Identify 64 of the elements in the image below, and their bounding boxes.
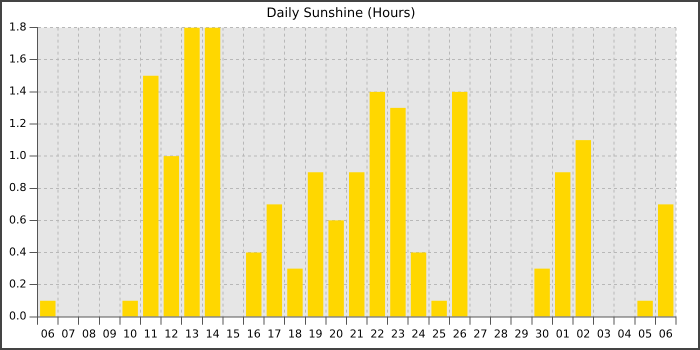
x-tick-label: 04 <box>618 327 632 340</box>
y-tick-label: 0.6 <box>8 213 26 226</box>
y-tick-label: 1.0 <box>8 148 26 162</box>
x-tick-label: 25 <box>432 327 446 340</box>
bar <box>246 252 262 316</box>
y-tick-label: 1.4 <box>8 84 26 98</box>
x-tick-label: 15 <box>226 327 240 340</box>
x-tick-label: 20 <box>329 327 344 340</box>
y-tick-label: 0.4 <box>8 245 26 258</box>
bar <box>410 252 426 316</box>
x-tick-label: 21 <box>350 327 364 340</box>
bar <box>658 204 674 316</box>
x-tick-label: 19 <box>308 327 323 340</box>
bar <box>349 172 364 316</box>
x-tick-label: 09 <box>102 327 117 340</box>
bar <box>390 108 406 316</box>
y-tick-label: 0.2 <box>8 278 26 291</box>
x-tick-label: 26 <box>452 327 467 340</box>
bar <box>452 92 468 316</box>
bar <box>143 76 158 316</box>
x-tick-label: 03 <box>596 327 611 340</box>
bar <box>287 268 303 316</box>
y-tick-label: 1.2 <box>8 116 26 130</box>
bar <box>554 172 570 316</box>
bar <box>534 268 550 316</box>
x-tick-label: 07 <box>61 327 76 340</box>
bar <box>204 28 220 316</box>
x-tick-label: 06 <box>658 327 673 340</box>
x-tick-label: 22 <box>370 327 384 340</box>
x-tick-label: 12 <box>164 327 178 340</box>
y-tick-label: 0.8 <box>8 181 26 194</box>
x-tick-label: 28 <box>494 327 508 340</box>
bar <box>164 156 180 316</box>
bar <box>328 220 344 316</box>
bar <box>431 300 447 316</box>
x-tick-label: 27 <box>473 327 488 340</box>
bar <box>576 140 592 316</box>
bar <box>370 92 386 316</box>
x-tick-label: 18 <box>288 327 302 340</box>
x-tick-label: 06 <box>40 327 55 340</box>
x-tick-label: 11 <box>144 327 158 340</box>
x-tick-label: 10 <box>123 327 138 340</box>
bar <box>308 172 324 316</box>
x-tick-label: 23 <box>390 327 405 340</box>
bar <box>40 300 56 316</box>
x-tick-label: 05 <box>638 327 652 340</box>
x-tick-label: 17 <box>267 327 282 340</box>
x-tick-label: 14 <box>206 327 220 340</box>
bar <box>637 300 653 316</box>
bar <box>122 300 138 316</box>
chart-title: Daily Sunshine (Hours) <box>266 6 416 22</box>
x-tick-label: 13 <box>184 327 199 340</box>
x-tick-label: 01 <box>556 327 570 340</box>
y-tick-label: 1.8 <box>8 20 26 34</box>
y-tick-label: 1.6 <box>8 52 26 66</box>
x-tick-label: 16 <box>246 327 261 340</box>
x-tick-label: 02 <box>576 327 590 340</box>
x-tick-label: 24 <box>412 327 426 340</box>
y-tick-label: 0.0 <box>8 310 26 323</box>
bar <box>266 204 282 316</box>
x-tick-label: 29 <box>514 327 529 340</box>
bar <box>184 28 200 316</box>
x-tick-label: 08 <box>82 327 96 340</box>
x-tick-label: 30 <box>535 327 550 340</box>
